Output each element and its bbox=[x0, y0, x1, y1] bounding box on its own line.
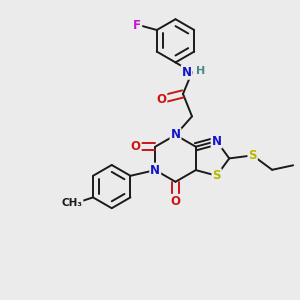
Text: N: N bbox=[150, 164, 160, 177]
Text: CH₃: CH₃ bbox=[61, 198, 82, 208]
Text: N: N bbox=[170, 128, 181, 142]
Text: O: O bbox=[131, 140, 141, 153]
Text: F: F bbox=[133, 19, 141, 32]
Text: N: N bbox=[182, 66, 192, 79]
Text: H: H bbox=[196, 66, 205, 76]
Text: N: N bbox=[212, 135, 222, 148]
Text: S: S bbox=[248, 149, 257, 162]
Text: O: O bbox=[170, 195, 181, 208]
Text: S: S bbox=[212, 169, 221, 182]
Text: O: O bbox=[156, 93, 167, 106]
